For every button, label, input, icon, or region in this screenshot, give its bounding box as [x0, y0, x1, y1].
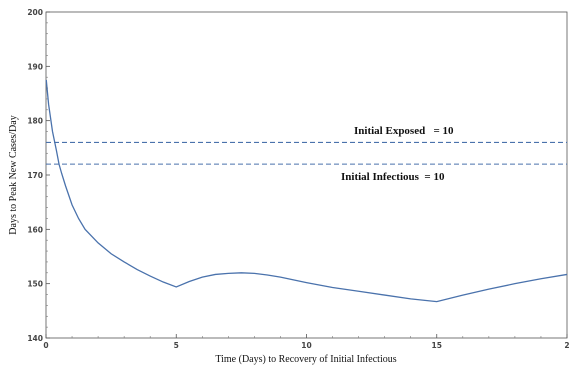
- y-tick-label: 200: [27, 8, 43, 17]
- y-tick-label: 140: [27, 334, 43, 343]
- x-tick-label: 0: [43, 341, 48, 350]
- x-tick-label: 10: [301, 341, 311, 350]
- x-tick-label: 5: [174, 341, 179, 350]
- y-tick-label: 150: [27, 280, 43, 289]
- x-axis-label: Time (Days) to Recovery of Initial Infec…: [215, 354, 396, 365]
- annotation-initial-infectious: Initial Infectious = 10: [341, 171, 445, 183]
- y-tick-label: 190: [27, 62, 43, 71]
- x-tick-label: 2: [564, 341, 569, 350]
- annotation-initial-exposed: Initial Exposed = 10: [354, 125, 454, 137]
- y-tick-label: 180: [27, 117, 43, 126]
- series-line: [45, 79, 568, 303]
- axis-ticks: 0 5 10 15 2 140 150 160 170 180 190 200: [27, 8, 569, 350]
- y-tick-label: 170: [27, 171, 43, 180]
- y-axis-label: Days to Peak New Cases/Day: [8, 115, 19, 234]
- reference-lines: [46, 141, 567, 165]
- x-tick-label: 15: [432, 341, 442, 350]
- y-tick-label: 160: [27, 225, 43, 234]
